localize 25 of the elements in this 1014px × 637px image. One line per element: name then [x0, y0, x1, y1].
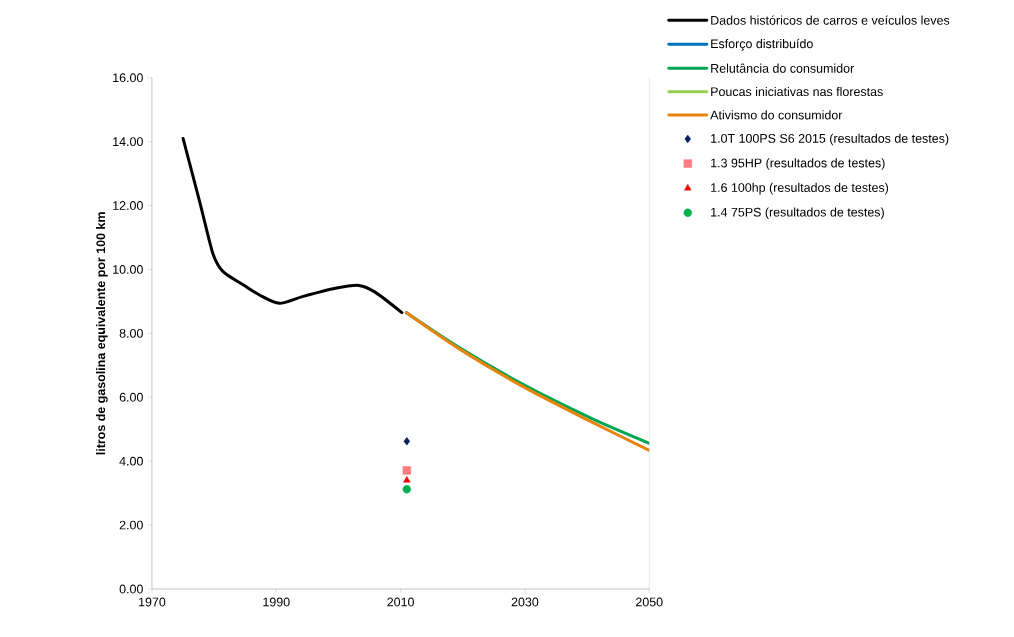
y-tick-label: 10.00 — [113, 265, 143, 274]
y-tick-label: 12.00 — [113, 201, 143, 211]
x-tick-label: 1990 — [263, 597, 290, 607]
y-tick-label: 2.00 — [119, 520, 143, 530]
legend-label: 1.4 75PS (resultados de testes) — [711, 207, 884, 220]
y-tick-label: 0.00 — [119, 584, 143, 594]
y-tick-label: 8.00 — [119, 329, 143, 338]
x-tick-label: 2010 — [387, 597, 414, 607]
y-tick-label: 14.00 — [113, 137, 143, 147]
legend-label: 1.0T 100PS S6 2015 (resultados de testes) — [711, 133, 949, 146]
legend-label: Esforço distribuído — [711, 38, 813, 51]
y-axis-title: litros de gasolina equivalente por 100 km — [96, 212, 108, 455]
x-tick-label: 2050 — [636, 597, 663, 607]
legend-label: Dados históricos de carros e veículos leves — [711, 15, 950, 25]
legend-label: Relutância do consumidor — [711, 63, 854, 73]
legend-label: 1.3 95HP (resultados de testes) — [711, 158, 885, 170]
legend-label: Ativismo do consumidor — [710, 110, 843, 120]
line-series — [181, 137, 404, 315]
legend-label: Poucas iniciativas nas florestas — [711, 87, 883, 97]
y-tick-label: 4.00 — [119, 456, 143, 466]
legend-label: 1.6 100hp (resultados de testes) — [711, 182, 889, 195]
y-tick-label: 16.00 — [113, 73, 143, 83]
y-tick-label: 6.00 — [119, 392, 143, 402]
x-tick-label: 2030 — [511, 597, 539, 607]
x-tick-label: 1970 — [139, 597, 166, 607]
